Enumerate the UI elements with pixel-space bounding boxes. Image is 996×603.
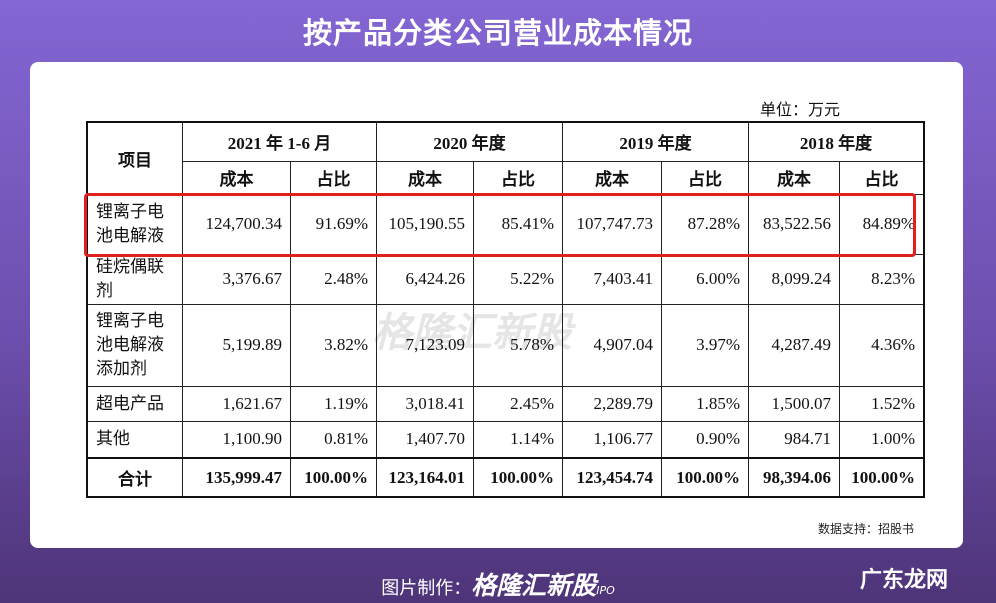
cell: 100.00% (290, 457, 377, 498)
cost-table: 项目 2021 年 1-6 月 2020 年度 2019 年度 2018 年度 成本 占比成… (86, 121, 925, 498)
table-row: 其他 1,100.90 0.81% 1,407.70 1.14% 1,106.77 0.90… (86, 420, 925, 459)
table-row: 硅烷偶联剂 3,376.67 2.48% 6,424.26 5.22% 7,403.41 6… (86, 253, 925, 305)
cell: 85.41% (473, 193, 563, 255)
cell: 3.82% (290, 303, 377, 387)
cell: 2.48% (290, 253, 377, 305)
row-label: 硅烷偶联剂 (86, 253, 183, 305)
cell: 0.81% (290, 420, 377, 459)
cell: 8,099.24 (748, 253, 840, 305)
cell: 100.00% (473, 457, 563, 498)
cell: 4,287.49 (748, 303, 840, 387)
item-header: 项目 (86, 121, 183, 195)
cell: 0.90% (661, 420, 749, 459)
cell: 3.97% (661, 303, 749, 387)
cell: 6,424.26 (376, 253, 474, 305)
cell: 8.23% (839, 253, 925, 305)
cell: 84.89% (839, 193, 925, 255)
row-label: 合计 (86, 457, 183, 498)
cell: 4,907.04 (562, 303, 662, 387)
sub-header: 占比 (661, 160, 749, 195)
cell: 6.00% (661, 253, 749, 305)
cell: 5.78% (473, 303, 563, 387)
cell: 1.52% (839, 385, 925, 422)
cell: 87.28% (661, 193, 749, 255)
table-row: 锂离子电池电解液 124,700.34 91.69% 105,190.55 85.41%… (86, 193, 925, 255)
table-row: 合计 135,999.47 100.00% 123,164.01 100.00% 123,… (86, 457, 925, 498)
sub-header: 成本 (376, 160, 474, 195)
row-label: 锂离子电池电解液 (86, 193, 183, 255)
sub-header: 占比 (290, 160, 377, 195)
corner-watermark: 广东龙网 (860, 568, 949, 593)
footer-tag: IPO (596, 584, 615, 597)
header-row: 项目 2021 年 1-6 月 2020 年度 2019 年度 2018 年度 (86, 121, 925, 195)
table-row: 锂离子电池电解液添加剂 5,199.89 3.82% 7,123.09 5.78% 4,9… (86, 303, 925, 387)
row-label: 其他 (86, 420, 183, 459)
sub-header: 占比 (473, 160, 563, 195)
title: 按产品分类公司营业成本情况 (302, 16, 693, 50)
footer-label: 图片制作： (381, 578, 472, 599)
cell: 1.00% (839, 420, 925, 459)
cell: 1.85% (661, 385, 749, 422)
period-header: 2020 年度 (376, 121, 563, 162)
cell: 100.00% (839, 457, 925, 498)
row-label: 超电产品 (86, 385, 183, 422)
cell: 105,190.55 (376, 193, 474, 255)
cell: 1.14% (473, 420, 563, 459)
cell: 4.36% (839, 303, 925, 387)
cell: 5.22% (473, 253, 563, 305)
cell: 3,018.41 (376, 385, 474, 422)
footer-brand: 格隆汇新股 (471, 571, 597, 600)
cell: 1,407.70 (376, 420, 474, 459)
table-row: 超电产品 1,621.67 1.19% 3,018.41 2.45% 2,289.79 1.… (86, 385, 925, 422)
highlight-box (84, 193, 916, 257)
cell: 1,500.07 (748, 385, 840, 422)
cell: 123,454.74 (562, 457, 662, 498)
cell: 7,403.41 (562, 253, 662, 305)
cell: 2.45% (473, 385, 563, 422)
cell: 1,106.77 (562, 420, 662, 459)
sub-header: 成本 (562, 160, 662, 195)
cell: 3,376.67 (182, 253, 291, 305)
period-header: 2021 年 1-6 月 (182, 121, 377, 162)
source: 数据支持：招股书 (818, 522, 915, 536)
period-header: 2019 年度 (562, 121, 749, 162)
cell: 2,289.79 (562, 385, 662, 422)
cell: 135,999.47 (182, 457, 291, 498)
cell: 1.19% (290, 385, 377, 422)
period-header: 2018 年度 (748, 121, 925, 162)
cell: 7,123.09 (376, 303, 474, 387)
subheader-row: 成本 占比 成本 占比 成本 占比 成本 占比 (87, 160, 925, 195)
cell: 100.00% (661, 457, 749, 498)
sub-header: 成本 (182, 160, 291, 195)
row-label: 锂离子电池电解液添加剂 (86, 303, 183, 387)
footer: 图片制作：格隆汇新股IPO (0, 566, 996, 602)
sub-header: 成本 (748, 160, 840, 195)
cell: 5,199.89 (182, 303, 291, 387)
cell: 1,100.90 (182, 420, 291, 459)
cell: 98,394.06 (748, 457, 840, 498)
cell: 91.69% (290, 193, 377, 255)
cell: 984.71 (748, 420, 840, 459)
sub-header: 占比 (839, 160, 925, 195)
cell: 1,621.67 (182, 385, 291, 422)
unit: 单位：万元 (760, 102, 841, 119)
cell: 123,164.01 (376, 457, 474, 498)
